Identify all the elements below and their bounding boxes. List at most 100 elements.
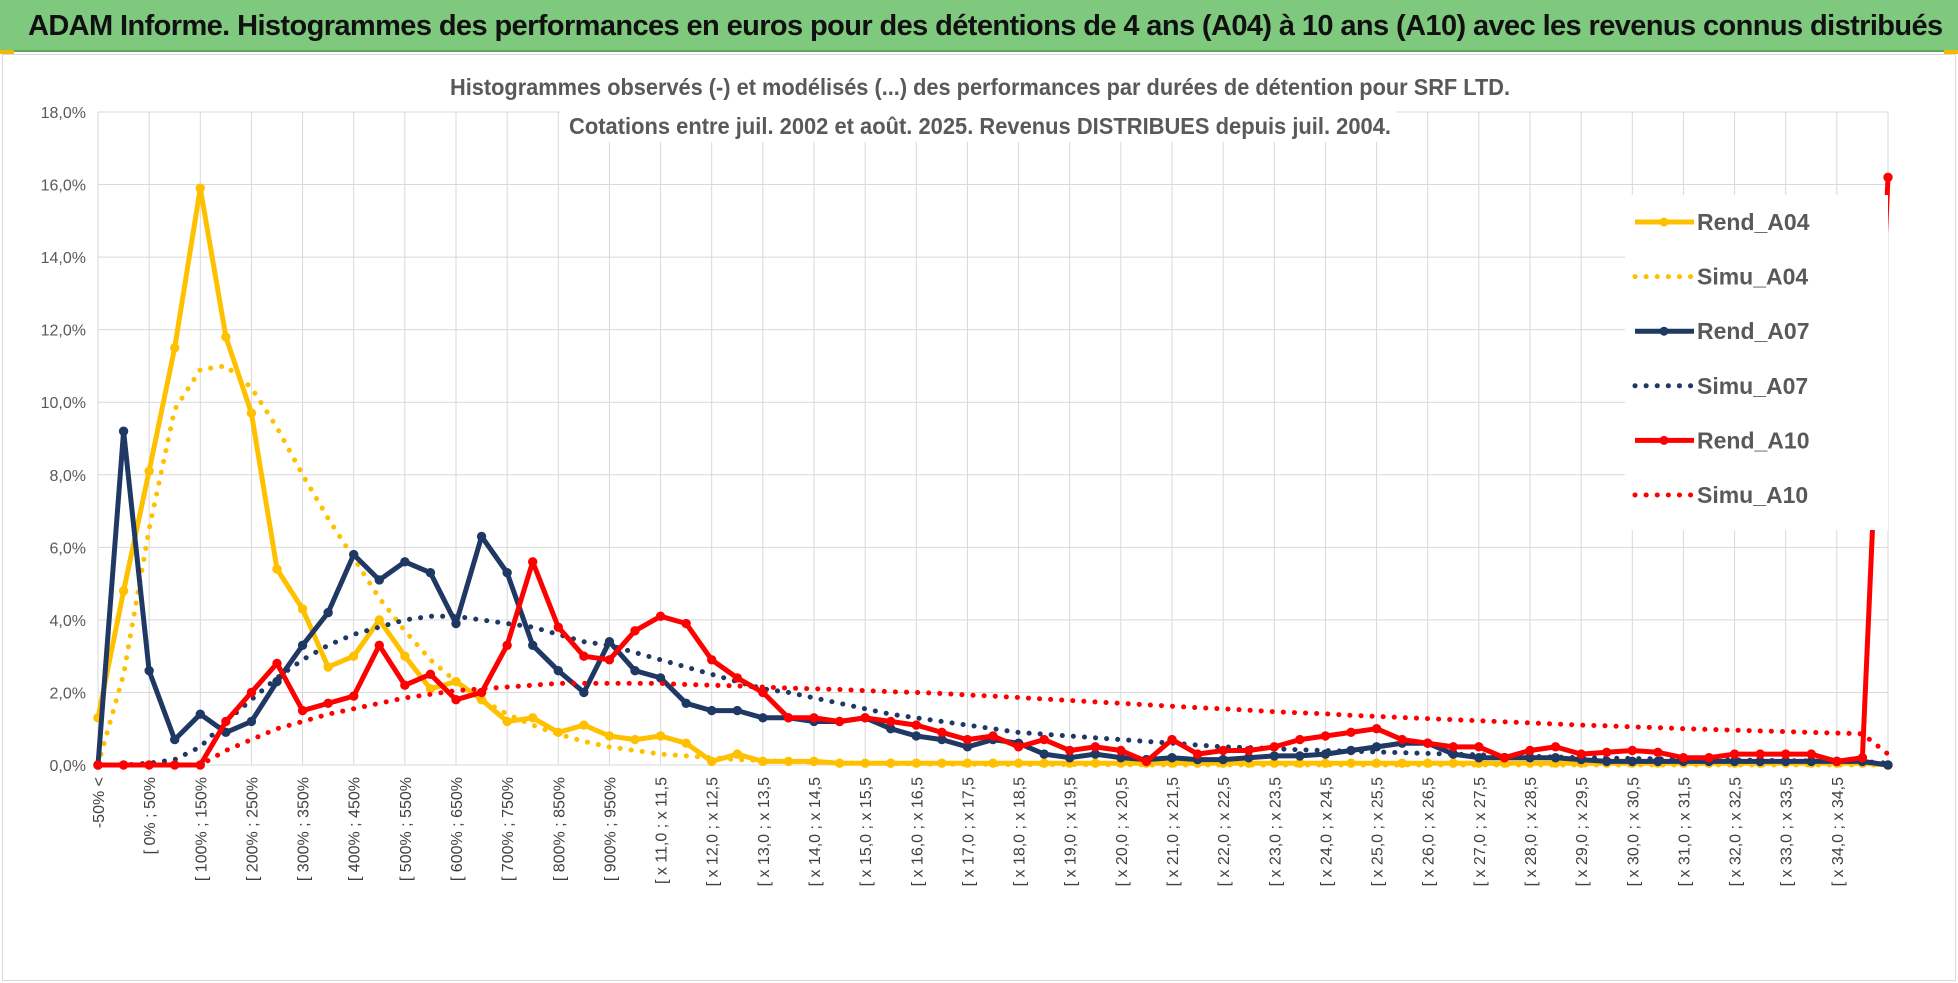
data-point-rend-a10 xyxy=(246,687,257,698)
data-point-rend-a10 xyxy=(1525,745,1535,756)
data-point-rend-a07 xyxy=(323,607,333,618)
data-point-rend-a10 xyxy=(681,618,691,629)
y-tick-label: 16,0% xyxy=(41,178,86,195)
data-point-rend-a10 xyxy=(1755,749,1765,759)
data-point-rend-a10 xyxy=(1065,745,1075,756)
data-point-rend-a07 xyxy=(349,549,359,560)
data-point-rend-a04 xyxy=(221,332,231,342)
data-point-rend-a04 xyxy=(323,662,333,672)
x-tick-label: [ x 19,0 ; x 19,5 xyxy=(1063,777,1080,887)
data-point-rend-a07 xyxy=(246,716,257,727)
data-point-rend-a04 xyxy=(374,615,384,625)
data-point-rend-a10 xyxy=(451,695,461,705)
legend-label-rend-a07: Rend_A07 xyxy=(1697,318,1809,344)
data-point-rend-a04 xyxy=(144,466,154,476)
data-point-rend-a07 xyxy=(1269,751,1279,761)
data-point-rend-a04 xyxy=(118,586,129,596)
data-point-rend-a04 xyxy=(246,408,257,418)
data-point-rend-a04 xyxy=(655,731,666,741)
data-point-rend-a07 xyxy=(579,687,589,698)
corner-accent xyxy=(1944,50,1958,54)
y-tick-label: 6,0% xyxy=(50,540,86,557)
data-point-rend-a04 xyxy=(195,183,205,193)
x-tick-label: [ 200% ; 250% xyxy=(244,777,261,881)
x-tick-label: [ x 27,0 ; x 27,5 xyxy=(1472,777,1489,887)
y-tick-label: 0,0% xyxy=(50,758,86,775)
x-tick-label: [ x 28,0 ; x 28,5 xyxy=(1523,777,1540,887)
data-point-rend-a10 xyxy=(1090,742,1100,752)
x-tick-label: [ x 14,0 ; x 14,5 xyxy=(807,777,824,887)
data-point-rend-a10 xyxy=(834,716,845,727)
x-tick-label: [ x 32,0 ; x 32,5 xyxy=(1728,777,1745,887)
data-point-rend-a10 xyxy=(1653,747,1663,758)
data-point-rend-a10 xyxy=(809,713,819,723)
data-point-rend-a10 xyxy=(1192,749,1203,759)
data-point-rend-a07 xyxy=(655,673,666,683)
legend: Rend_A04 Simu_A04 Rend_A07 Simu_A07 Rend_A10… xyxy=(1625,195,1888,530)
data-point-rend-a07 xyxy=(195,709,205,719)
data-point-rend-a10 xyxy=(1550,742,1561,752)
data-point-rend-a04 xyxy=(502,716,512,727)
x-tick-label: [ x 13,0 ; x 13,5 xyxy=(756,777,773,887)
data-point-rend-a10 xyxy=(604,655,615,665)
title-background xyxy=(438,71,1516,103)
legend-marker-rend-a04 xyxy=(1659,217,1669,227)
x-axis: -50% < [ 0% ; 50% [ 100% ; 150% [ 200% ; 25… xyxy=(91,777,1847,887)
x-tick-label: [ x 15,0 ; x 15,5 xyxy=(858,777,875,887)
data-point-rend-a07 xyxy=(476,531,487,542)
data-point-rend-a10 xyxy=(1704,753,1714,763)
data-point-rend-a10 xyxy=(1576,749,1586,759)
data-point-rend-a10 xyxy=(732,673,742,683)
data-point-rend-a10 xyxy=(374,640,384,650)
x-tick-label: [ x 22,0 ; x 22,5 xyxy=(1216,777,1233,887)
chart-title-line: Cotations entre juil. 2002 et août. 2025… xyxy=(569,113,1391,139)
data-point-rend-a10 xyxy=(630,626,640,636)
x-tick-label: [ 500% ; 550% xyxy=(398,777,415,881)
y-tick-label: 12,0% xyxy=(41,323,86,340)
data-point-rend-a10 xyxy=(502,640,512,650)
data-point-rend-a07 xyxy=(707,705,717,716)
data-point-rend-a10 xyxy=(655,611,666,621)
data-point-rend-a10 xyxy=(962,734,973,745)
data-point-rend-a10 xyxy=(1678,753,1689,763)
data-point-rend-a07 xyxy=(170,734,180,745)
data-point-rend-a10 xyxy=(1346,727,1356,738)
data-point-rend-a04 xyxy=(809,756,819,767)
data-point-rend-a04 xyxy=(1397,758,1407,768)
data-point-rend-a10 xyxy=(1857,753,1868,763)
data-point-rend-a07 xyxy=(297,640,308,650)
data-point-rend-a07 xyxy=(528,640,538,650)
chart-frame xyxy=(2,54,1956,981)
data-point-rend-a07 xyxy=(451,618,461,629)
legend-label-simu-a04: Simu_A04 xyxy=(1697,264,1808,290)
data-point-rend-a04 xyxy=(349,651,359,661)
data-point-rend-a10 xyxy=(988,731,998,741)
legend-background xyxy=(1625,195,1888,530)
x-tick-label: [ x 24,0 ; x 24,5 xyxy=(1318,777,1335,887)
data-point-rend-a10 xyxy=(553,622,563,632)
legend-marker-rend-a10 xyxy=(1659,435,1669,445)
data-point-rend-a10 xyxy=(297,705,308,716)
legend-label-rend-a04: Rend_A04 xyxy=(1697,209,1810,235)
x-tick-label: [ 600% ; 650% xyxy=(449,777,466,881)
x-tick-label: [ x 25,0 ; x 25,5 xyxy=(1370,777,1387,887)
x-tick-label: [ x 21,0 ; x 21,5 xyxy=(1165,777,1182,887)
data-point-rend-a04 xyxy=(732,749,742,759)
data-point-rend-a10 xyxy=(1013,742,1024,752)
x-tick-label: [ x 17,0 ; x 17,5 xyxy=(960,777,977,887)
data-point-rend-a10 xyxy=(579,651,589,661)
x-tick-label: [ 900% ; 950% xyxy=(602,777,619,881)
y-tick-label: 4,0% xyxy=(50,613,86,630)
x-tick-label: [ 100% ; 150% xyxy=(193,777,210,881)
data-point-rend-a07 xyxy=(425,568,436,578)
x-tick-label: [ x 23,0 ; x 23,5 xyxy=(1267,777,1284,887)
data-point-rend-a10 xyxy=(1218,745,1228,756)
data-point-rend-a04 xyxy=(604,731,615,741)
data-point-rend-a04 xyxy=(425,684,436,694)
data-point-rend-a07 xyxy=(144,665,154,676)
x-tick-label: [ x 11,0 ; x 11,5 xyxy=(654,777,671,884)
x-tick-label: [ x 16,0 ; x 16,5 xyxy=(909,777,926,887)
x-tick-label: [ x 12,0 ; x 12,5 xyxy=(705,777,722,887)
x-tick-label: [ x 33,0 ; x 33,5 xyxy=(1779,777,1796,887)
x-tick-label: [ x 29,0 ; x 29,5 xyxy=(1574,777,1591,887)
